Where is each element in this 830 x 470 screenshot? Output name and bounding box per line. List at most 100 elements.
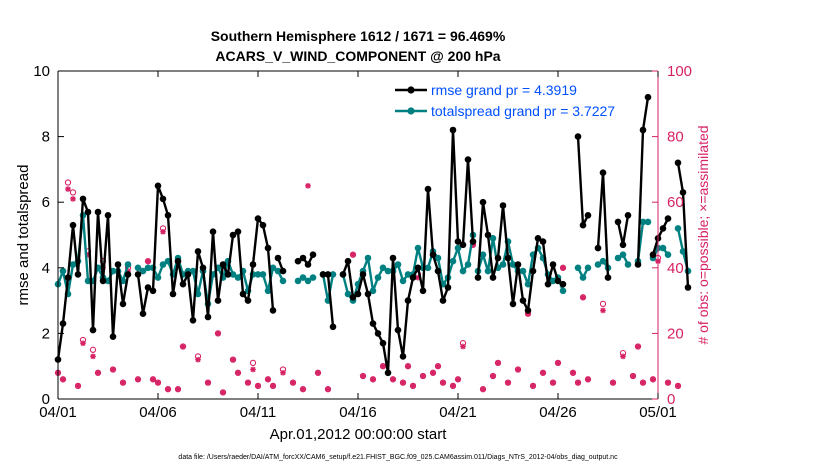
obs-assimilated-marker: [180, 343, 186, 350]
rmse-point: [459, 241, 467, 249]
obs-assimilated-marker: [640, 379, 646, 386]
rmse-point: [149, 287, 157, 295]
obs-assimilated-marker: [650, 376, 656, 383]
totalspread-point: [269, 264, 277, 272]
obs-assimilated-marker: [550, 379, 556, 386]
rmse-point: [214, 297, 222, 304]
totalspread-point: [404, 271, 412, 278]
legend: rmse grand pr = 4.3919 totalspread grand…: [395, 82, 615, 119]
rmse-point: [554, 277, 562, 285]
rmse-point: [239, 290, 247, 298]
rmse-point: [339, 271, 347, 278]
totalspread-point: [464, 261, 472, 268]
totalspread-point: [259, 271, 267, 278]
rmse-point: [439, 297, 447, 304]
totalspread-point: [329, 271, 337, 278]
rmse-point: [134, 271, 142, 278]
rmse-point: [469, 238, 477, 245]
rmse-point: [89, 326, 97, 334]
totalspread-point: [379, 264, 387, 272]
obs-possible-marker: [69, 189, 77, 196]
totalspread-point: [679, 248, 687, 255]
obs-assimilated-marker: [175, 386, 181, 392]
obs-assimilated-marker: [150, 376, 156, 383]
obs-assimilated-marker: [405, 363, 411, 369]
rmse-point: [499, 202, 507, 209]
obs-possible-marker: [89, 346, 97, 353]
obs-assimilated-marker: [265, 376, 271, 383]
rmse-point: [519, 297, 527, 304]
rmse-line: [476, 200, 564, 312]
obs-assimilated-marker: [410, 383, 416, 389]
obs-assimilated-marker: [390, 376, 396, 383]
chart-subtitle: ACARS_V_WIND_COMPONENT @ 200 hPa: [215, 48, 500, 64]
y-tick-label-right: 100: [667, 63, 692, 80]
obs-assimilated-marker: [620, 353, 626, 360]
obs-assimilated-marker: [235, 369, 241, 376]
rmse-point: [194, 248, 202, 255]
totalspread-point: [374, 274, 382, 281]
rmse-point: [614, 218, 622, 226]
x-tick-label: 04/11: [240, 404, 276, 421]
rmse-point: [204, 313, 212, 321]
rmse-point: [464, 156, 472, 163]
obs-possible-marker: [599, 300, 607, 308]
rmse-point: [419, 287, 427, 295]
totalspread-point: [424, 264, 432, 272]
totalspread-point: [559, 287, 567, 295]
rmse-point: [479, 198, 487, 206]
totalspread-point: [484, 267, 492, 275]
rmse-point: [169, 290, 177, 298]
rmse-point: [109, 333, 117, 341]
obs-assimilated-marker: [135, 376, 141, 383]
totalspread-point: [279, 277, 287, 285]
rmse-point: [619, 241, 627, 249]
totalspread-point: [59, 267, 67, 275]
totalspread-point: [524, 280, 532, 288]
obs-assimilated-marker: [450, 383, 456, 389]
obs-assimilated-marker: [205, 379, 211, 386]
rmse-line: [651, 218, 670, 256]
rmse-point: [209, 228, 217, 235]
x-tick-label: 04/26: [539, 404, 577, 421]
totalspread-point: [479, 251, 487, 258]
rmse-point: [509, 300, 517, 308]
rmse-point: [294, 257, 302, 265]
rmse-point: [354, 290, 362, 298]
rmse-point: [639, 126, 647, 134]
plot-area: [58, 71, 658, 399]
rmse-point: [104, 212, 112, 219]
obs-possible-marker: [249, 359, 257, 367]
rmse-point: [449, 126, 457, 134]
totalspread-point: [639, 218, 647, 226]
obs-assimilated-marker: [440, 379, 446, 386]
obs-assimilated-marker: [460, 343, 466, 350]
totalspread-point: [449, 257, 457, 265]
obs-assimilated-marker: [555, 360, 561, 366]
totalspread-point: [624, 261, 632, 268]
totalspread-point: [264, 287, 272, 295]
rmse-point: [579, 221, 587, 229]
rmse-point: [634, 261, 642, 268]
y-tick-label-right: 80: [667, 129, 684, 146]
obs-assimilated-marker: [380, 363, 386, 369]
rmse-point: [394, 326, 402, 334]
obs-assimilated-marker: [580, 294, 586, 301]
rmse-point: [84, 208, 92, 216]
totalspread-point: [584, 264, 592, 272]
rmse-point: [684, 284, 692, 291]
y-tick-label: 10: [33, 63, 50, 80]
totalspread-point: [124, 261, 132, 268]
rmse-point: [189, 317, 197, 324]
totalspread-point: [304, 277, 312, 285]
rmse-point: [434, 267, 442, 275]
obs-assimilated-marker: [420, 373, 426, 379]
footer-data-file: data file: /Users/raeder/DAI/ATM_forcXX/…: [178, 454, 618, 461]
obs-assimilated-marker: [255, 383, 261, 389]
rmse-point: [474, 274, 482, 281]
totalspread-point: [509, 261, 517, 268]
obs-assimilated-marker: [215, 330, 221, 337]
rmse-point: [154, 182, 162, 190]
obs-assimilated-marker: [665, 379, 671, 386]
